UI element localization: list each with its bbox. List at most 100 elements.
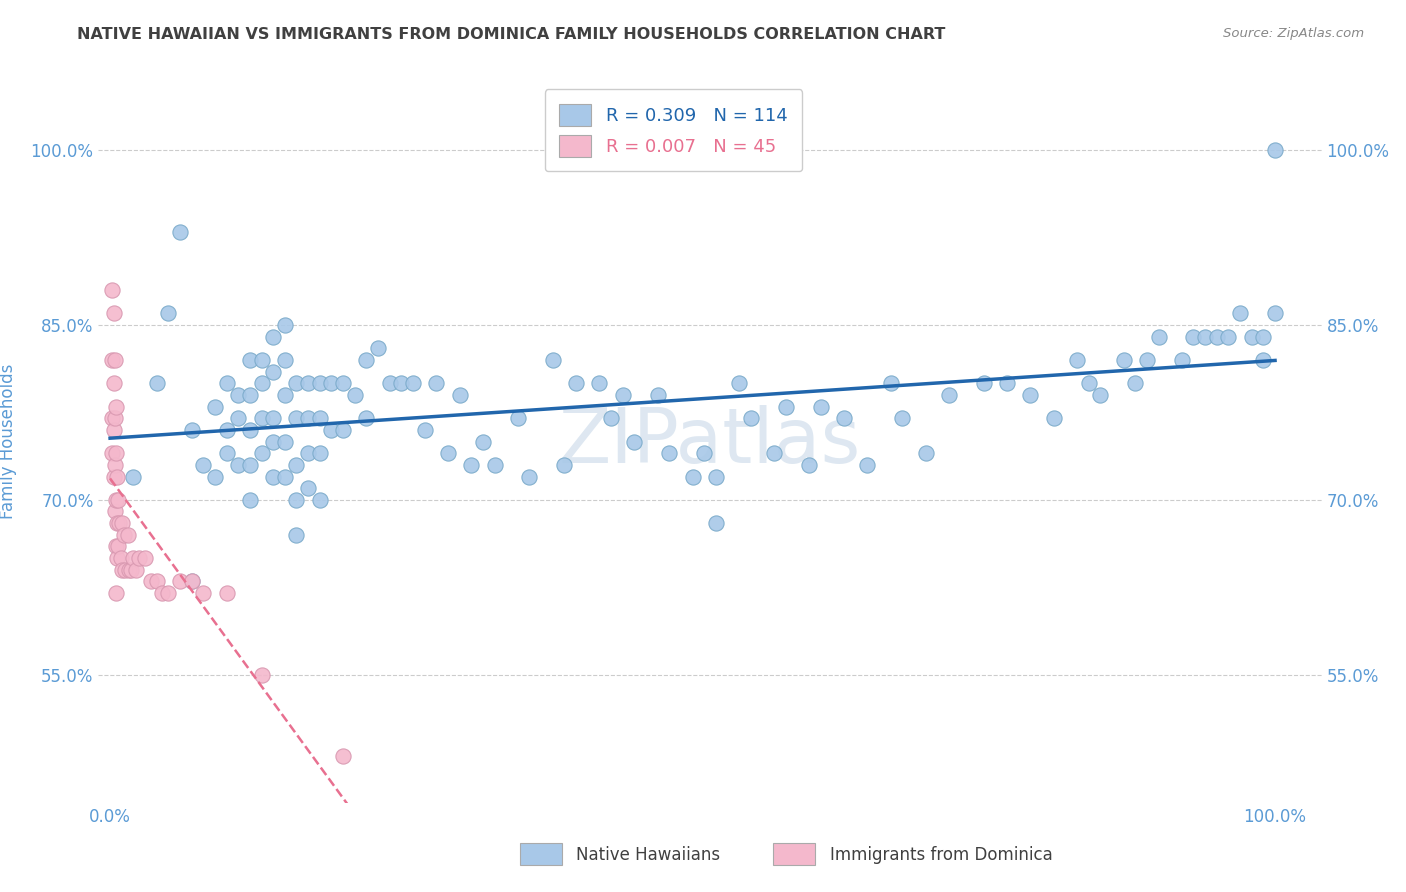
Point bbox=[1264, 143, 1286, 157]
Point bbox=[110, 551, 132, 566]
Point bbox=[1240, 329, 1263, 343]
Point bbox=[623, 434, 645, 449]
Point bbox=[1123, 376, 1146, 391]
Point bbox=[1066, 353, 1088, 368]
Point bbox=[104, 446, 127, 460]
Point bbox=[250, 353, 273, 368]
Point bbox=[297, 411, 319, 425]
Point bbox=[1264, 306, 1286, 320]
Point bbox=[285, 411, 308, 425]
Point bbox=[104, 400, 127, 414]
Point bbox=[180, 574, 202, 589]
Point bbox=[105, 551, 128, 566]
Point bbox=[541, 353, 564, 368]
Point bbox=[704, 516, 727, 530]
Point bbox=[239, 388, 262, 402]
Point bbox=[145, 376, 167, 391]
Text: Immigrants from Dominica: Immigrants from Dominica bbox=[830, 846, 1052, 863]
Point bbox=[204, 400, 226, 414]
Y-axis label: Family Households: Family Households bbox=[0, 364, 17, 519]
Point bbox=[321, 423, 343, 437]
Point bbox=[152, 586, 174, 600]
Point bbox=[169, 225, 191, 239]
Point bbox=[297, 481, 319, 495]
Point bbox=[103, 423, 125, 437]
Legend: R = 0.309   N = 114, R = 0.007   N = 45: R = 0.309 N = 114, R = 0.007 N = 45 bbox=[544, 89, 803, 171]
Point bbox=[122, 469, 145, 483]
Point bbox=[239, 423, 262, 437]
Point bbox=[658, 446, 681, 460]
Point bbox=[356, 353, 378, 368]
Point bbox=[588, 376, 610, 391]
Point bbox=[169, 574, 191, 589]
Point bbox=[647, 388, 669, 402]
Point bbox=[460, 458, 482, 472]
Point bbox=[1090, 388, 1112, 402]
Point bbox=[856, 458, 879, 472]
Point bbox=[332, 376, 354, 391]
Point bbox=[134, 551, 156, 566]
Point bbox=[117, 528, 139, 542]
Point bbox=[108, 516, 131, 530]
Point bbox=[104, 411, 127, 425]
Point bbox=[250, 446, 273, 460]
Point bbox=[682, 469, 704, 483]
Point bbox=[437, 446, 460, 460]
Text: NATIVE HAWAIIAN VS IMMIGRANTS FROM DOMINICA FAMILY HOUSEHOLDS CORRELATION CHART: NATIVE HAWAIIAN VS IMMIGRANTS FROM DOMIN… bbox=[77, 27, 946, 42]
Point bbox=[402, 376, 425, 391]
Point bbox=[122, 551, 145, 566]
Point bbox=[157, 586, 180, 600]
Point bbox=[1112, 353, 1135, 368]
Point bbox=[484, 458, 506, 472]
Point bbox=[215, 446, 238, 460]
Point bbox=[104, 492, 127, 507]
Point bbox=[425, 376, 447, 391]
Point bbox=[832, 411, 855, 425]
Point bbox=[103, 469, 125, 483]
Point bbox=[519, 469, 541, 483]
Point bbox=[553, 458, 575, 472]
Point bbox=[775, 400, 797, 414]
Point bbox=[308, 492, 330, 507]
Point bbox=[285, 458, 308, 472]
Point bbox=[308, 411, 330, 425]
Point bbox=[285, 492, 308, 507]
Point bbox=[262, 434, 284, 449]
Point bbox=[1182, 329, 1205, 343]
Text: Source: ZipAtlas.com: Source: ZipAtlas.com bbox=[1223, 27, 1364, 40]
Point bbox=[1253, 329, 1275, 343]
Point bbox=[274, 469, 297, 483]
Point bbox=[104, 458, 127, 472]
Point bbox=[180, 423, 202, 437]
Point bbox=[1205, 329, 1227, 343]
Point bbox=[914, 446, 936, 460]
Point bbox=[105, 516, 128, 530]
Point bbox=[565, 376, 588, 391]
Point bbox=[693, 446, 716, 460]
Point bbox=[111, 516, 134, 530]
Point bbox=[389, 376, 412, 391]
Point bbox=[1194, 329, 1216, 343]
Point bbox=[600, 411, 623, 425]
Point bbox=[471, 434, 494, 449]
Point bbox=[704, 469, 727, 483]
Point bbox=[891, 411, 914, 425]
Point bbox=[274, 353, 297, 368]
Point bbox=[107, 492, 129, 507]
Point bbox=[938, 388, 960, 402]
Point bbox=[239, 353, 262, 368]
Point bbox=[1229, 306, 1251, 320]
Text: Native Hawaiians: Native Hawaiians bbox=[576, 846, 721, 863]
Point bbox=[139, 574, 162, 589]
Point bbox=[180, 574, 202, 589]
Point bbox=[1218, 329, 1240, 343]
Point bbox=[104, 504, 127, 518]
Point bbox=[1253, 353, 1275, 368]
Point bbox=[274, 318, 297, 332]
Point bbox=[226, 458, 249, 472]
Point bbox=[308, 446, 330, 460]
Point bbox=[285, 528, 308, 542]
Point bbox=[367, 341, 389, 355]
Point bbox=[215, 376, 238, 391]
Point bbox=[101, 353, 124, 368]
